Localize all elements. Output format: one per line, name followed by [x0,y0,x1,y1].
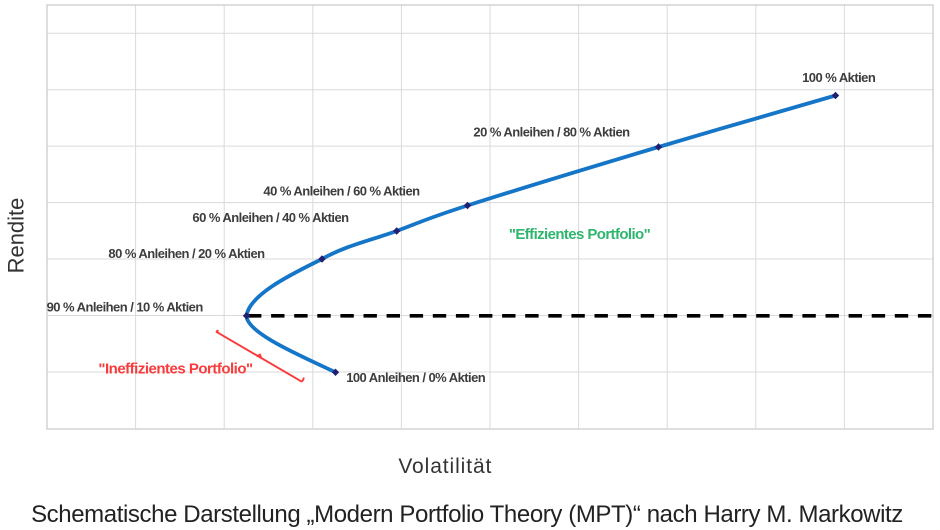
svg-text:Rendite: Rendite [4,198,29,274]
svg-text:100 % Aktien: 100 % Aktien [802,70,876,85]
svg-text:80 % Anleihen / 20 % Aktien: 80 % Anleihen / 20 % Aktien [108,246,265,261]
svg-text:"Ineffizientes Portfolio": "Ineffizientes Portfolio" [98,360,253,377]
svg-text:Volatilität: Volatilität [398,455,492,478]
svg-text:"Effizientes Portfolio": "Effizientes Portfolio" [509,226,651,243]
svg-text:60 % Anleihen / 40 % Aktien: 60 % Anleihen / 40 % Aktien [192,210,349,225]
svg-text:Schematische Darstellung „Mode: Schematische Darstellung „Modern Portfol… [31,501,903,528]
svg-text:40 % Anleihen / 60 % Aktien: 40 % Anleihen / 60 % Aktien [263,183,420,198]
svg-text:20 % Anleihen / 80 % Aktien: 20 % Anleihen / 80 % Aktien [473,124,630,139]
svg-text:100 Anleihen / 0% Aktien: 100 Anleihen / 0% Aktien [346,370,486,385]
svg-text:90 % Anleihen / 10 % Aktien: 90 % Anleihen / 10 % Aktien [47,299,204,314]
